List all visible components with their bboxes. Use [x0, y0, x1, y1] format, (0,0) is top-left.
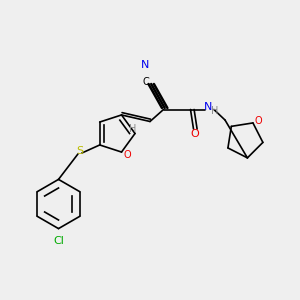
Text: H: H: [212, 106, 219, 116]
Text: O: O: [190, 129, 200, 140]
Text: Cl: Cl: [53, 236, 64, 246]
Text: O: O: [254, 116, 262, 126]
Text: H: H: [129, 124, 136, 134]
Text: C: C: [142, 76, 149, 87]
Text: O: O: [123, 150, 131, 160]
Text: N: N: [141, 59, 150, 70]
Text: N: N: [204, 102, 213, 112]
Text: S: S: [76, 146, 83, 157]
